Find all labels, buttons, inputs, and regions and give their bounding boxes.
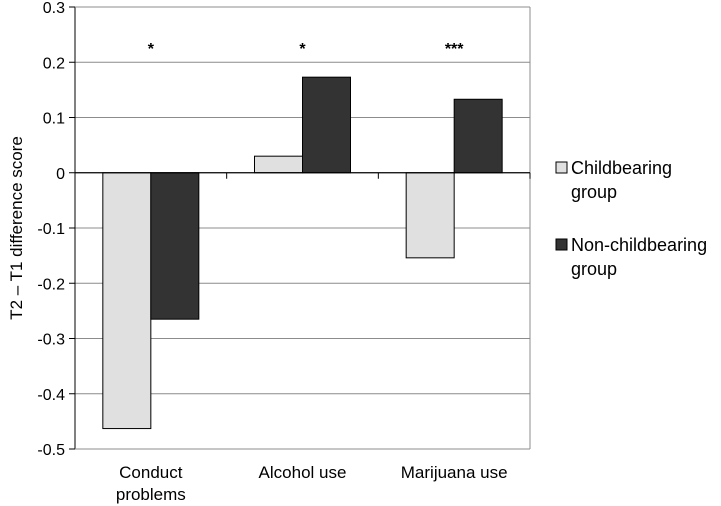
legend-label-line: group bbox=[571, 259, 617, 279]
bar-series-1-cat-3 bbox=[405, 172, 455, 259]
legend: Childbearing group Non-childbearing group bbox=[555, 158, 707, 279]
axes bbox=[69, 6, 531, 450]
significance-marker: * bbox=[299, 41, 306, 58]
legend-swatch-series-1 bbox=[555, 161, 568, 174]
category-label: Conduct problems bbox=[116, 463, 186, 504]
y-tick-label: 0 bbox=[56, 166, 65, 183]
category-label-line: Alcohol use bbox=[259, 463, 347, 482]
bar-series-1-cat-1 bbox=[102, 172, 152, 430]
category-label: Marijuana use bbox=[401, 463, 508, 482]
y-tick-labels: 0.3 0.2 0.1 0 -0.1 -0.2 -0.3 -0.4 -0.5 bbox=[37, 0, 65, 459]
category-label-line: Conduct bbox=[119, 463, 183, 482]
legend-label-line: Childbearing bbox=[571, 158, 672, 178]
y-tick-label: -0.5 bbox=[37, 442, 65, 459]
bar-series-1-cat-2 bbox=[254, 155, 303, 174]
significance-marker: *** bbox=[445, 41, 464, 58]
y-tick-label: -0.2 bbox=[37, 276, 65, 293]
significance-marker: * bbox=[148, 41, 155, 58]
y-tick-label: 0.2 bbox=[43, 55, 65, 72]
y-tick-label: -0.1 bbox=[37, 221, 65, 238]
legend-label-line: Non-childbearing bbox=[571, 235, 707, 255]
y-tick-label: 0.1 bbox=[43, 111, 65, 128]
y-axis-title: T2 – T1 difference score bbox=[7, 136, 26, 320]
category-label-line: problems bbox=[116, 485, 186, 504]
significance-labels: * * *** bbox=[148, 41, 465, 58]
y-tick-label: 0.3 bbox=[43, 0, 65, 17]
bars bbox=[102, 76, 503, 430]
legend-swatch-series-2 bbox=[555, 238, 568, 251]
legend-label-series-1: Childbearing group bbox=[571, 158, 672, 202]
bar-series-2-cat-2 bbox=[302, 76, 351, 174]
category-label-line: Marijuana use bbox=[401, 463, 508, 482]
bar-series-2-cat-1 bbox=[150, 172, 200, 320]
y-tick-label: -0.4 bbox=[37, 387, 65, 404]
legend-label-line: group bbox=[571, 182, 617, 202]
category-labels: Conduct problems Alcohol use Marijuana use bbox=[116, 463, 508, 504]
y-tick-label: -0.3 bbox=[37, 332, 65, 349]
category-label: Alcohol use bbox=[259, 463, 347, 482]
legend-label-series-2: Non-childbearing group bbox=[571, 235, 707, 279]
bar-series-2-cat-3 bbox=[453, 98, 503, 174]
